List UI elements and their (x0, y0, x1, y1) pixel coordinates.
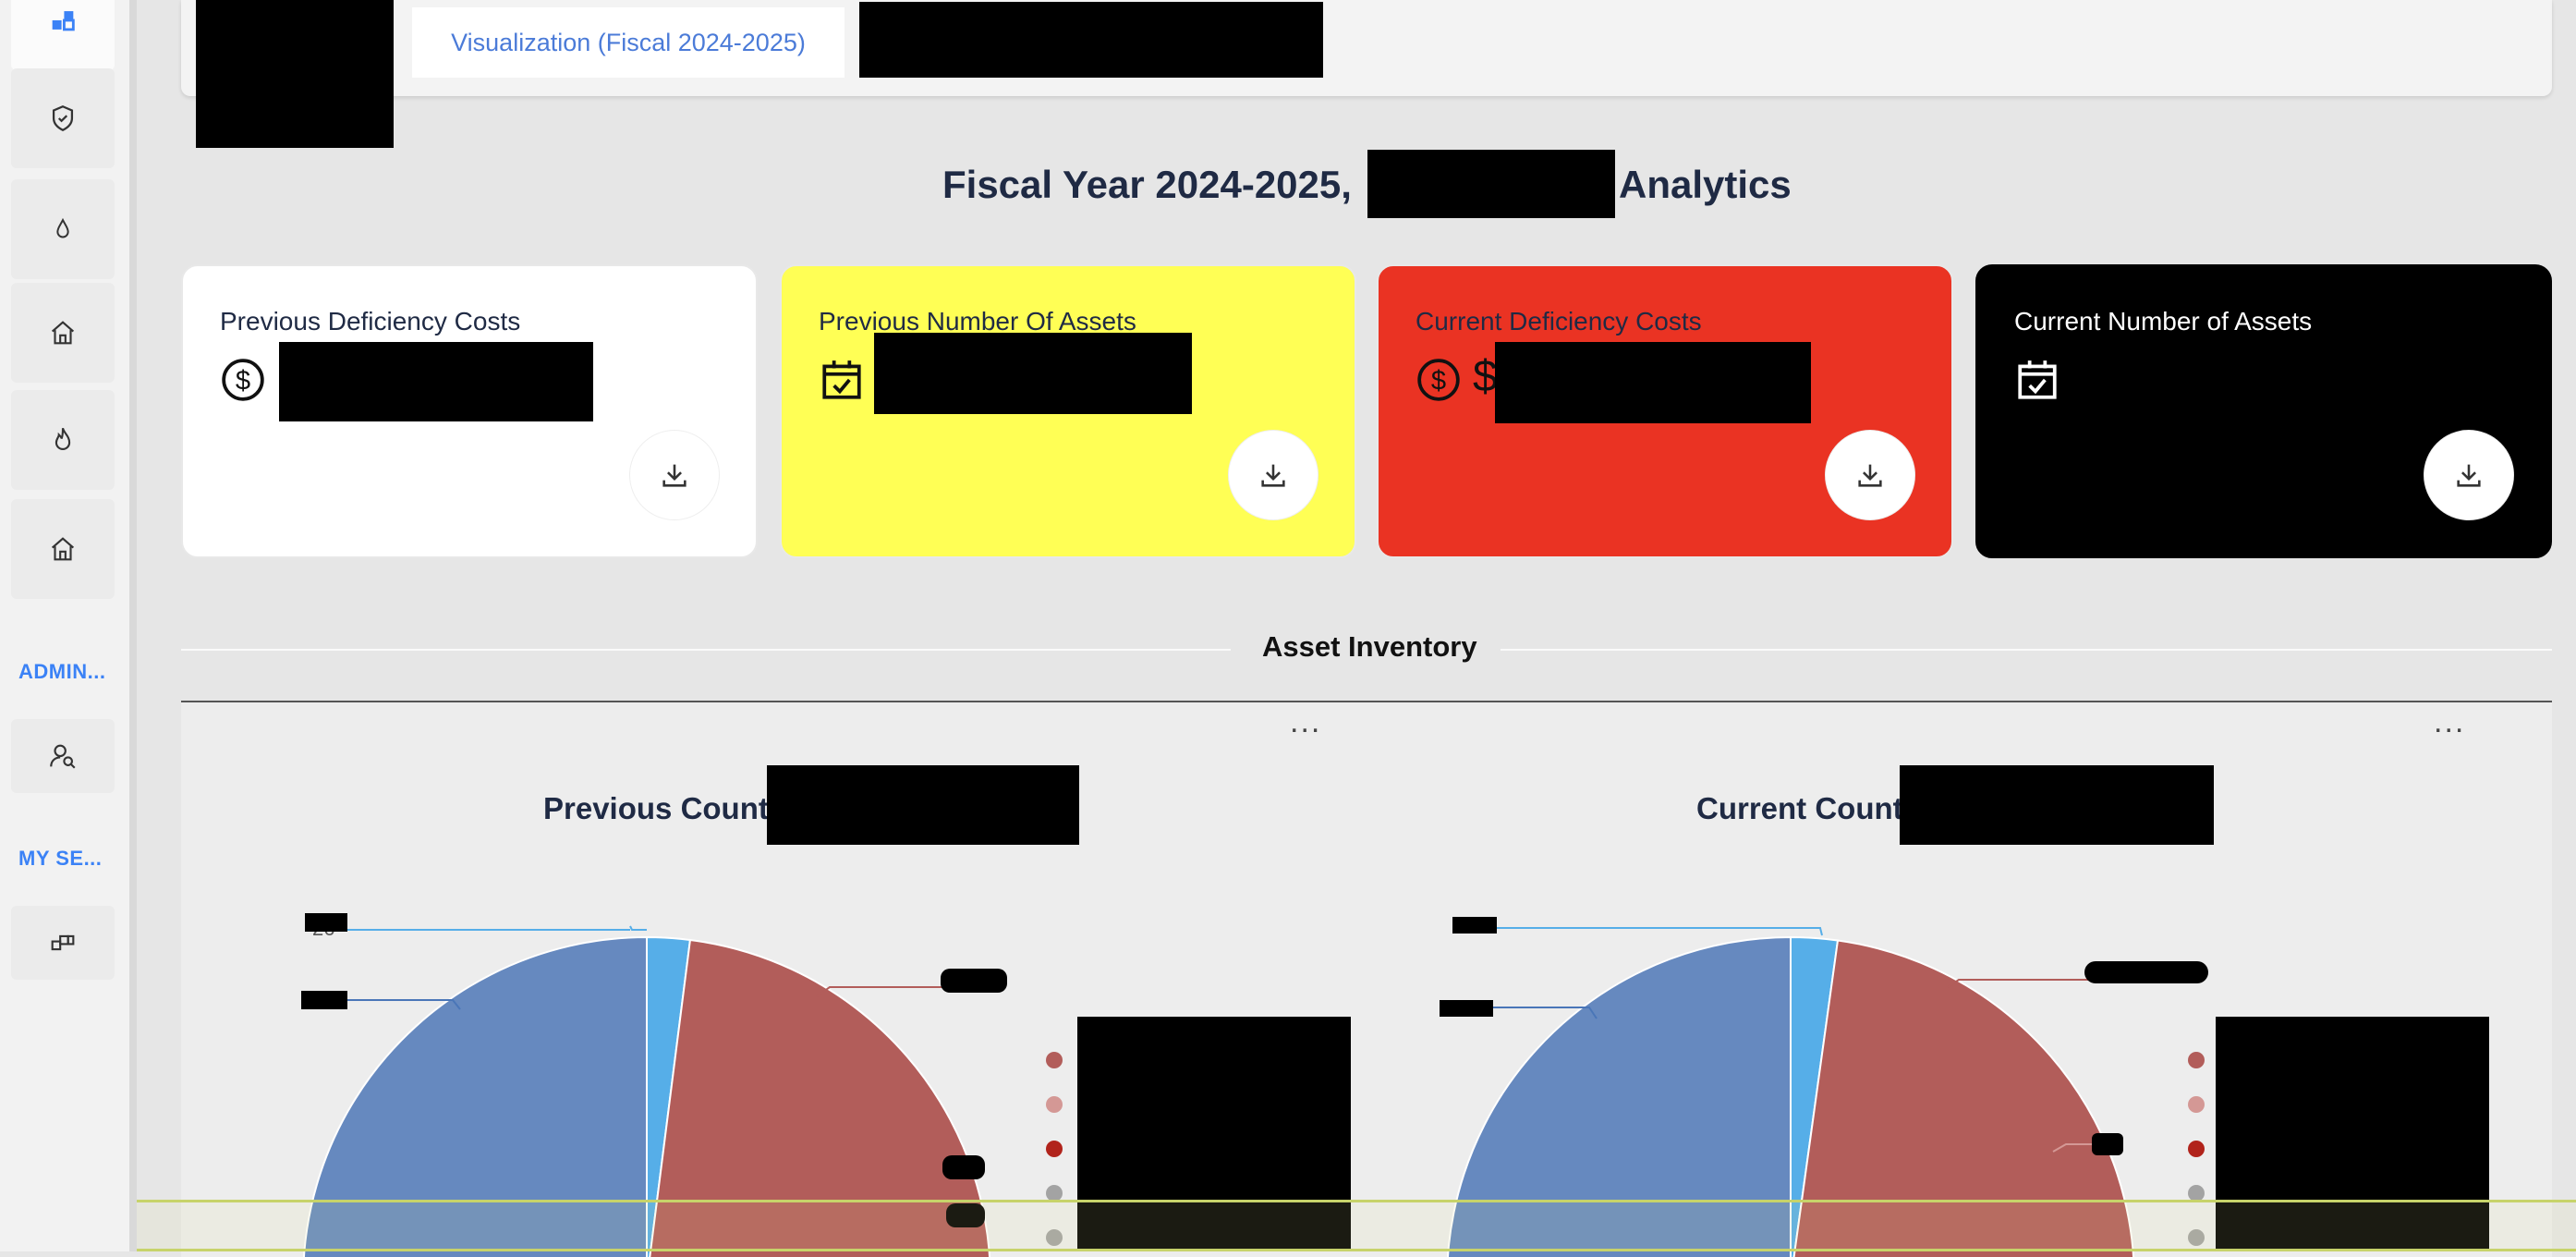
pie-slice[interactable] (647, 938, 991, 1257)
sidebar-item-security[interactable] (11, 68, 115, 168)
card-current-number-of-assets: Current Number of Assets (1975, 264, 2552, 558)
card-label: Previous Number Of Assets (819, 307, 1136, 336)
redacted-label (2092, 1133, 2123, 1155)
dashboard-icon (52, 11, 75, 31)
page-title: Fiscal Year 2024-2025, (942, 163, 1352, 206)
chart-title-current: Current Count (1696, 791, 1903, 825)
sidebar-item-home-2[interactable] (11, 499, 115, 599)
home-icon (51, 321, 75, 345)
chart-title-previous: Previous Count (543, 791, 769, 825)
redacted-block (859, 2, 1323, 78)
dollar-icon: $ (222, 359, 264, 401)
user-search-icon (50, 744, 76, 769)
download-icon (662, 464, 687, 487)
legend-dot[interactable] (1046, 1141, 1063, 1157)
download-icon (2457, 464, 2481, 487)
redacted-value (1495, 342, 1811, 423)
download-icon (1261, 464, 1285, 487)
legend-dot[interactable] (2188, 1096, 2205, 1113)
legend-dot[interactable] (1046, 1229, 1063, 1246)
shield-check-icon (52, 105, 74, 132)
legend-dot[interactable] (1046, 1185, 1063, 1202)
pie-slice[interactable] (1791, 939, 2135, 1257)
sidebar-item-water[interactable] (11, 179, 115, 279)
legend-dot[interactable] (1046, 1096, 1063, 1113)
callout-line (2052, 1143, 2096, 1153)
card-value-prefix: $ (1473, 352, 1498, 401)
calendar-check-icon (822, 360, 861, 399)
calendar-check-icon (2018, 360, 2057, 399)
callout-line (1947, 979, 2094, 988)
redacted-label (1452, 917, 1497, 934)
download-button[interactable] (1826, 431, 1914, 519)
flame-icon (55, 427, 71, 450)
card-label: Previous Deficiency Costs (220, 307, 521, 336)
legend-dot[interactable] (1046, 1052, 1063, 1068)
water-drop-icon (56, 217, 69, 238)
redacted-block (1900, 765, 2214, 845)
card-label: Current Number of Assets (2014, 307, 2313, 336)
card-previous-deficiency-costs: Previous Deficiency Costs $ (181, 264, 758, 558)
redacted-legend (1077, 1017, 1351, 1251)
tab-visualization[interactable]: Visualization (Fiscal 2024-2025) (412, 7, 844, 78)
redacted-label (305, 913, 347, 932)
download-icon (1858, 464, 1882, 487)
divider (181, 649, 1231, 651)
card-current-deficiency-costs: Current Deficiency Costs $ $ (1377, 264, 1953, 558)
redacted-legend (2216, 1017, 2489, 1251)
svg-text:$: $ (236, 366, 250, 396)
pie-slice[interactable] (302, 935, 648, 1257)
sidebar: ADMIN... MY SE... (0, 0, 137, 1251)
sidebar-item-user-search[interactable] (11, 719, 115, 793)
more-options-button[interactable]: ... (2434, 704, 2466, 739)
redacted-label (2084, 961, 2208, 983)
redacted-value (279, 342, 593, 421)
redacted-label (301, 991, 347, 1009)
card-label: Current Deficiency Costs (1416, 307, 1702, 336)
redacted-block (1367, 150, 1615, 218)
sidebar-item-dashboard[interactable] (11, 0, 115, 70)
logo (196, 0, 394, 148)
sidebar-item-grid[interactable] (11, 906, 115, 980)
download-button[interactable] (2424, 431, 2513, 519)
redacted-block (767, 765, 1079, 845)
legend-dot[interactable] (2188, 1052, 2205, 1068)
callout-line (629, 925, 647, 931)
legend-dot[interactable] (2188, 1185, 2205, 1202)
legend-dot[interactable] (2188, 1229, 2205, 1246)
legend-dot[interactable] (2188, 1141, 2205, 1157)
redacted-value (874, 333, 1192, 414)
redacted-label (942, 1155, 985, 1179)
callout-line (1452, 927, 1823, 936)
sidebar-section-admin[interactable]: ADMIN... (18, 660, 106, 683)
more-options-button[interactable]: ... (1290, 704, 1322, 739)
divider (1501, 649, 2552, 651)
pie-slice[interactable] (1446, 935, 1792, 1257)
section-title: Asset Inventory (1262, 630, 1477, 663)
dollar-icon: $ (1417, 359, 1460, 401)
download-button[interactable] (1229, 431, 1318, 519)
redacted-label (946, 1203, 985, 1227)
card-previous-number-of-assets: Previous Number Of Assets (780, 264, 1356, 558)
callout-line (342, 999, 461, 1010)
sidebar-item-fire[interactable] (11, 390, 115, 490)
grid-icon (51, 934, 75, 951)
redacted-label (941, 969, 1007, 993)
sidebar-item-home[interactable] (11, 283, 115, 383)
callout-line (816, 986, 952, 997)
page-title-suffix: Analytics (1619, 163, 1792, 206)
home-icon (51, 537, 75, 561)
redacted-label (1440, 1000, 1493, 1017)
guide-overlay (137, 1200, 2576, 1251)
sidebar-section-my-services[interactable]: MY SE... (18, 847, 103, 870)
download-button[interactable] (630, 431, 719, 519)
svg-text:$: $ (1431, 366, 1446, 396)
